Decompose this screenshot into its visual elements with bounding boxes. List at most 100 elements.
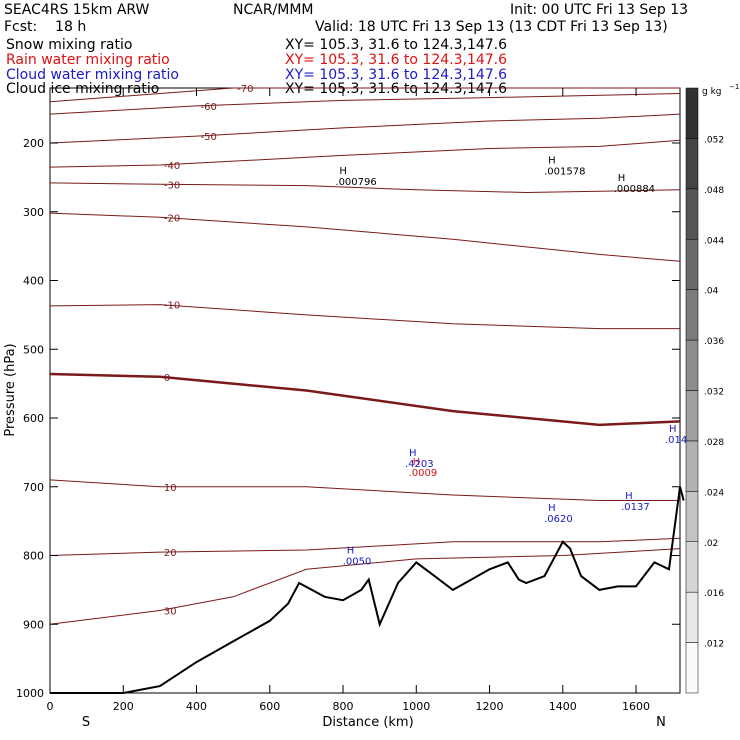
y-axis-title: Pressure (hPa) (3, 343, 18, 436)
maxima-labels: H.000796H.001578H.000884H.0009H.4203H.06… (335, 156, 693, 568)
legend-cloudwater-xy: XY= 105.3, 31.6 to 124.3,147.6 (285, 67, 508, 83)
x-end-label-right: N (656, 715, 666, 730)
terrain-line (50, 486, 685, 694)
contour-label: -70 (237, 84, 253, 95)
x-tick-label: 1600 (622, 700, 650, 713)
contour-line (49, 113, 681, 144)
colorbar-tick-label: .036 (704, 337, 724, 347)
colorbar-tick-label: .012 (704, 640, 724, 650)
maximum-marker: H (548, 503, 556, 514)
colorbar-units-exponent: −1 (729, 83, 739, 91)
contour-line (49, 479, 680, 501)
contour-line (49, 212, 681, 262)
maximum-value: .0050 (343, 556, 372, 567)
valid-time: Valid: 18 UTC Fri 13 Sep 13 (13 CDT Fri … (315, 19, 668, 35)
maximum-marker: H (347, 545, 355, 556)
legend-rain-xy: XY= 105.3, 31.6 to 124.3,147.6 (285, 52, 508, 68)
y-tick-label: 1000 (16, 687, 44, 700)
maximum-marker: H (548, 156, 556, 167)
maximum-marker: H (413, 457, 421, 468)
contour-line (49, 537, 681, 556)
contour-line (49, 372, 681, 427)
contour-label: 0 (164, 373, 170, 384)
colorbar-tick-label: .04 (704, 287, 719, 297)
contour-label: -20 (164, 213, 180, 224)
legend-snow-xy: XY= 105.3, 31.6 to 124.3,147.6 (285, 37, 508, 53)
y-tick-label: 800 (23, 550, 44, 563)
contour-line (49, 548, 681, 625)
colorbar-tick-label: .024 (704, 488, 724, 498)
x-end-label-left: S (82, 715, 90, 730)
colorbar-cell (685, 390, 699, 442)
colorbar-cell (685, 339, 699, 391)
contour-label: 30 (164, 607, 177, 618)
contour-line (49, 139, 681, 168)
maximum-value: .000796 (335, 177, 376, 188)
contour-label: -30 (164, 180, 180, 191)
colorbar: .012 .016 .02 .024 .028 .032 .036 .04 .044 .048 .0… (685, 87, 724, 694)
contour-line (49, 304, 680, 330)
maximum-value: .0137 (621, 502, 650, 513)
x-tick-label: 200 (113, 700, 134, 713)
x-tick-label: 0 (47, 700, 54, 713)
y-tick-label: 300 (23, 206, 44, 219)
colorbar-cell (685, 440, 699, 492)
colorbar-cell (685, 289, 699, 341)
x-axis: 0 200 400 600 800 1000 1200 1400 1600 (47, 88, 650, 713)
maximum-value: .0620 (544, 514, 573, 525)
legend-cloudwater-name: Cloud water mixing ratio (6, 67, 179, 83)
maximum-value: .0009 (409, 468, 438, 479)
contour-label: -60 (201, 102, 217, 113)
contour-label: -40 (164, 161, 180, 172)
model-name: SEAC4RS 15km ARW (4, 2, 150, 18)
x-tick-label: 400 (186, 700, 207, 713)
x-tick-label: 1400 (549, 700, 577, 713)
legend-cloudice-name: Cloud ice mixing ratio (6, 81, 160, 97)
x-axis-title: Distance (km) (322, 715, 413, 730)
maximum-value: .0141 (665, 435, 694, 446)
colorbar-tick-label: .044 (704, 236, 724, 246)
maximum-value: .4203 (405, 459, 434, 470)
contour-label: -50 (201, 132, 217, 143)
colorbar-tick-label: .028 (704, 438, 724, 448)
y-tick-label: 600 (23, 412, 44, 425)
colorbar-tick-label: .032 (704, 388, 724, 398)
y-tick-label: 700 (23, 481, 44, 494)
x-tick-label: 1000 (402, 700, 430, 713)
maximum-value: .001578 (544, 167, 585, 178)
colorbar-tick-label: .016 (704, 589, 724, 599)
colorbar-tick-label: .052 (704, 135, 724, 145)
maximum-value: .000884 (614, 184, 655, 195)
colorbar-cell (685, 188, 699, 240)
contour-label: -10 (164, 301, 180, 312)
contour-label: 10 (164, 483, 177, 494)
forecast-hour: Fcst: 18 h (4, 19, 87, 35)
colorbar-units: g kg (702, 87, 722, 97)
legend-rain-name: Rain water mixing ratio (6, 52, 170, 68)
colorbar-tick-label: .02 (704, 539, 718, 549)
maximum-marker: H (618, 173, 626, 184)
temperature-contours: -70 -60 -50 -40 -30 -20 -10 0 10 20 30 (49, 84, 681, 625)
x-tick-label: 800 (333, 700, 354, 713)
legend-cloudice-xy: XY= 105.3, 31.6 to 124.3,147.6 (285, 81, 508, 97)
y-tick-label: 200 (23, 137, 44, 150)
y-tick-label: 500 (23, 343, 44, 356)
legend-snow-name: Snow mixing ratio (6, 37, 133, 53)
y-tick-label: 900 (23, 618, 44, 631)
colorbar-cell (685, 138, 699, 190)
maximum-marker: H (409, 448, 417, 459)
y-tick-label: 400 (23, 275, 44, 288)
colorbar-cell (685, 87, 699, 139)
colorbar-cell (685, 541, 699, 593)
colorbar-cell (685, 491, 699, 542)
maximum-marker: H (669, 424, 677, 435)
colorbar-cell (685, 642, 699, 694)
organization: NCAR/MMM (233, 2, 314, 18)
contour-label: 20 (164, 548, 177, 559)
terrain-path (50, 486, 685, 694)
colorbar-cell (685, 591, 699, 643)
colorbar-tick-label: .048 (704, 186, 724, 196)
init-time: Init: 00 UTC Fri 13 Sep 13 (510, 2, 689, 18)
